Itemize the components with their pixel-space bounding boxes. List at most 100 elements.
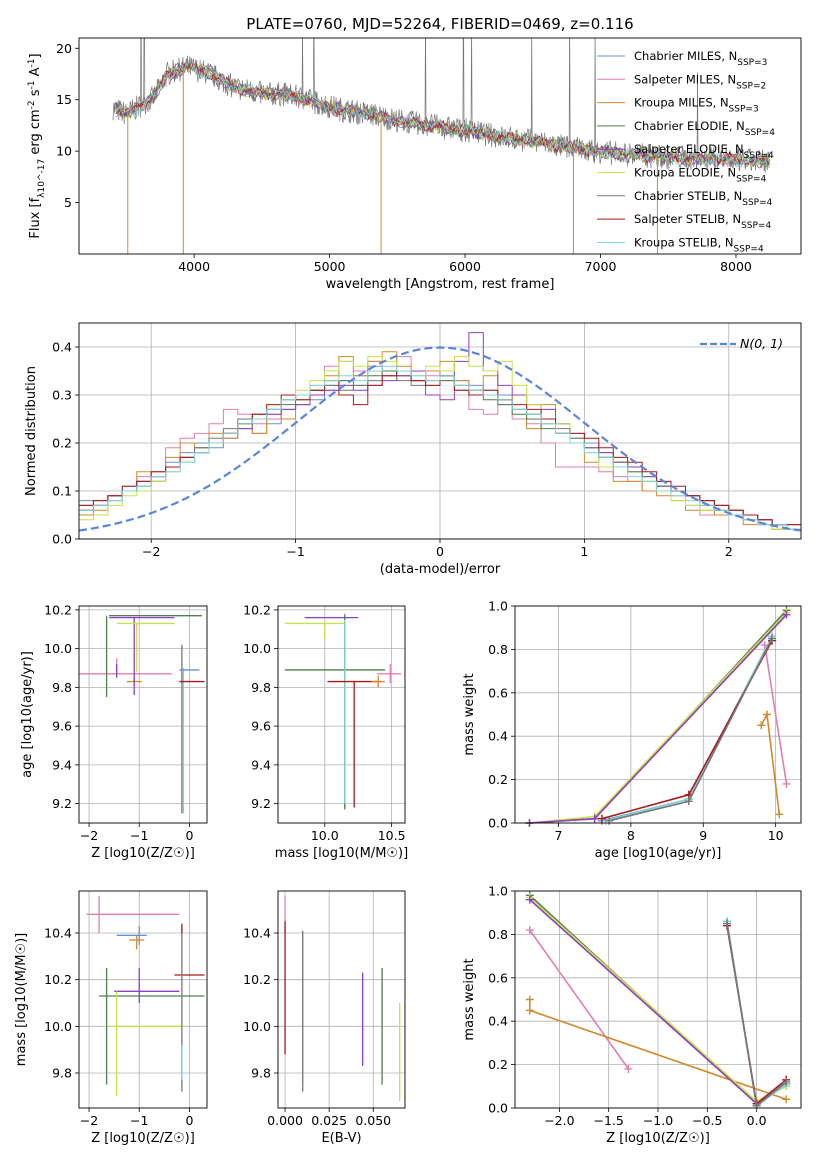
x-axis-label: (data-model)/error [380, 562, 501, 577]
x-tick-label: 5000 [314, 259, 346, 274]
y-tick-label: 10.0 [243, 1019, 271, 1034]
y-tick-label: 10.2 [44, 972, 72, 987]
weight-line-chabrier_miles [601, 636, 773, 822]
x-tick-label: 8 [627, 828, 635, 843]
y-tick-label: 5 [64, 195, 72, 210]
axes-frame [277, 890, 406, 1109]
x-axis-label: age [log10(age/yr)] [595, 846, 722, 861]
y-tick-label: 0.4 [488, 729, 508, 744]
x-tick-label: 7 [554, 828, 562, 843]
y-tick-label: 0.8 [488, 642, 508, 657]
x-tick-label: 4000 [178, 259, 210, 274]
age_weight-axes: 7 8 9 10 0.0 0.2 0.4 0.6 0.8 1.0 age [log10(age/yr… [462, 599, 802, 861]
weight-line-salpeter_elodie [529, 899, 758, 1105]
residuals-axes: −2 −1 0 1 2 0.0 0.1 0.2 0.3 0.4 (data-model)/error… [24, 322, 802, 577]
x-axis-label: Z [log10(Z/Z☉)] [606, 1131, 710, 1146]
x-tick-label: −1 [130, 828, 148, 843]
errorbars [86, 895, 205, 1097]
x-tick-label: −1.0 [643, 1113, 673, 1128]
y-axis-label: Flux [fλ10^-17​ erg cm-2​ s-1​ A-1​] [27, 53, 47, 238]
weight-line-kroupa_miles [760, 711, 781, 815]
weight-line-salpeter_miles [764, 644, 788, 785]
weight-lines [525, 606, 791, 827]
z_age-axes: −2 −1 0 9.2 9.4 9.6 9.8 10.0 10.2 Z [log10(Z/Z☉)]… [20, 602, 208, 861]
y-tick-label: 10.0 [243, 641, 271, 656]
y-tick-label: 9.8 [52, 680, 72, 695]
y-tick-label: 9.8 [251, 680, 271, 695]
x-tick-label: 8000 [720, 259, 752, 274]
weight-line-chabrier_elodie [529, 609, 788, 824]
x-tick-label: 10.5 [378, 828, 406, 843]
x-tick-label: 10 [768, 828, 784, 843]
axes-frame [78, 605, 208, 824]
spectrum-lines [112, 38, 771, 254]
legend-label-salpeter_stelib: Salpeter STELIB, NSSP=4​ [634, 212, 771, 231]
x-tick-label: 0.050 [355, 1113, 391, 1128]
y-tick-label: 0.2 [52, 436, 72, 451]
y-tick-label: 1.0 [488, 884, 508, 899]
y-tick-label: 9.2 [52, 796, 72, 811]
y-tick-label: 9.8 [251, 1066, 271, 1081]
y-tick-label: 0.6 [488, 970, 508, 985]
axes-frame [514, 890, 802, 1109]
x-tick-label: −2 [80, 1113, 98, 1128]
x-tick-label: −1 [130, 1113, 148, 1128]
weight-point-salpeter_miles [782, 779, 791, 788]
legend-label-kroupa_miles: Kroupa MILES, NSSP=3​ [634, 96, 759, 115]
x-tick-label: 0.0 [747, 1113, 767, 1128]
y-tick-label: 10.0 [44, 641, 72, 656]
weight-point-chabrier_stelib [768, 634, 777, 643]
mass_age-axes: 10.0 10.5 9.2 9.4 9.6 9.8 10.0 10.2 mass [log10(… [243, 602, 408, 861]
legend-label-normal: N(0, 1) [740, 336, 783, 351]
x-tick-label: 0 [436, 544, 444, 559]
y-tick-label: 10.4 [44, 926, 72, 941]
x-tick-label: 9 [699, 828, 707, 843]
histogram-kroupa_stelib [79, 365, 801, 530]
y-tick-label: 0.6 [488, 685, 508, 700]
weight-point-kroupa_miles [525, 1006, 534, 1015]
weight-line-salpeter_miles [529, 929, 630, 1070]
legend-label-kroupa_stelib: Kroupa STELIB, NSSP=4​ [634, 235, 764, 254]
weight-point-salpeter_miles [525, 926, 534, 935]
y-tick-label: 0.1 [52, 484, 72, 499]
axes-frame [514, 605, 802, 824]
errorbars [284, 895, 401, 1101]
weight-point-salpeter_elodie [590, 814, 599, 823]
legend-label-salpeter_elodie: Salpeter ELODIE, NSSP=4​ [634, 142, 774, 161]
spectrum-model-kroupa_stelib [115, 61, 771, 169]
y-tick-label: 9.2 [251, 796, 271, 811]
weight-point-chabrier_stelib [723, 919, 732, 928]
x-tick-label: 7000 [585, 259, 617, 274]
x-tick-label: 0 [185, 828, 193, 843]
y-tick-label: 9.6 [52, 719, 72, 734]
weight-line-chabrier_stelib [608, 638, 773, 822]
y-tick-label: 9.4 [251, 757, 271, 772]
x-axis-label: E(B-V) [321, 1131, 361, 1146]
errorbars [284, 613, 401, 810]
y-tick-label: 20 [56, 41, 72, 56]
x-tick-label: 1 [580, 544, 588, 559]
y-tick-label: 15 [56, 92, 72, 107]
y-tick-label: 10.2 [44, 602, 72, 617]
weight-point-chabrier_stelib [782, 1077, 791, 1086]
x-tick-label: −2.0 [544, 1113, 574, 1128]
weight-point-salpeter_elodie [782, 610, 791, 619]
axes-frame [78, 322, 802, 540]
y-axis-label: age [log10(age/yr)] [20, 651, 35, 778]
errorbars [79, 615, 205, 814]
y-tick-label: 0.0 [488, 816, 508, 831]
weight-point-chabrier_stelib [684, 797, 693, 806]
legend-label-salpeter_miles: Salpeter MILES, NSSP=2​ [634, 72, 766, 91]
x-tick-label: −0.5 [692, 1113, 722, 1128]
y-tick-label: 0.8 [488, 927, 508, 942]
y-tick-label: 0.4 [52, 340, 72, 355]
y-tick-label: 0.2 [488, 772, 508, 787]
y-tick-label: 9.8 [52, 1066, 72, 1081]
x-tick-label: 0 [185, 1113, 193, 1128]
y-tick-label: 0.0 [488, 1101, 508, 1116]
weight-lines [525, 891, 791, 1110]
x-tick-label: −2 [142, 544, 160, 559]
axes-frame [78, 890, 208, 1109]
